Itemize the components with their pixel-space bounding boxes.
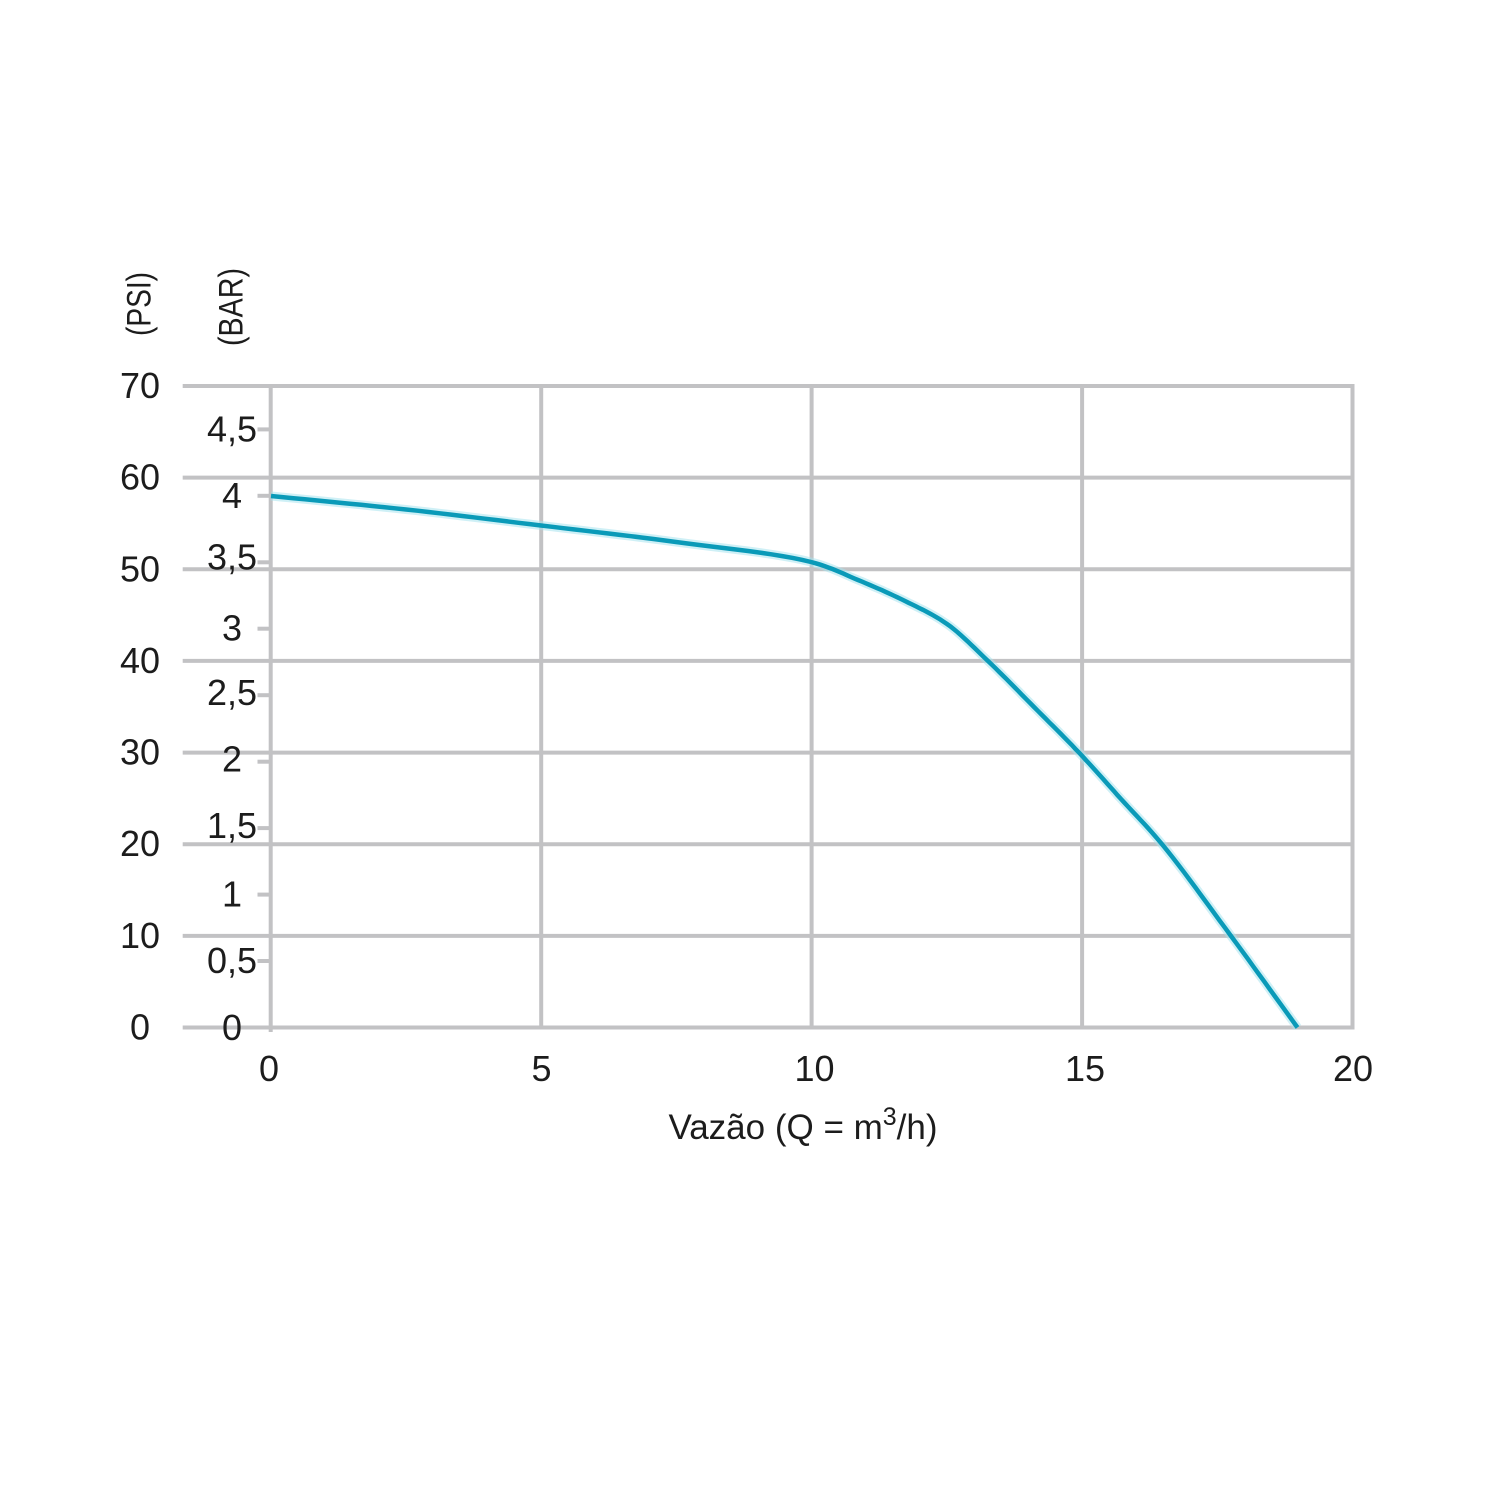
svg-text:2: 2 xyxy=(222,739,242,780)
svg-text:4,5: 4,5 xyxy=(207,408,257,449)
svg-text:20: 20 xyxy=(120,823,160,864)
svg-text:10: 10 xyxy=(794,1048,834,1089)
svg-text:0,5: 0,5 xyxy=(207,940,257,981)
svg-text:(PSI): (PSI) xyxy=(121,272,159,336)
svg-text:0: 0 xyxy=(259,1048,279,1089)
svg-text:2,5: 2,5 xyxy=(207,672,257,713)
svg-text:(BAR): (BAR) xyxy=(213,268,251,346)
svg-text:4: 4 xyxy=(222,475,242,516)
svg-text:3,5: 3,5 xyxy=(207,537,257,578)
svg-text:70: 70 xyxy=(120,365,160,406)
svg-text:1,5: 1,5 xyxy=(207,805,257,846)
svg-text:50: 50 xyxy=(120,548,160,589)
svg-text:10: 10 xyxy=(120,915,160,956)
svg-text:3: 3 xyxy=(222,608,242,649)
svg-text:1: 1 xyxy=(222,874,242,915)
svg-text:5: 5 xyxy=(531,1048,551,1089)
svg-text:30: 30 xyxy=(120,732,160,773)
svg-text:20: 20 xyxy=(1333,1048,1373,1089)
svg-text:15: 15 xyxy=(1065,1048,1105,1089)
svg-text:40: 40 xyxy=(120,640,160,681)
svg-text:0: 0 xyxy=(222,1007,242,1048)
svg-text:Vazão (Q = m3/h): Vazão (Q = m3/h) xyxy=(668,1103,937,1147)
svg-text:0: 0 xyxy=(130,1007,150,1048)
svg-text:60: 60 xyxy=(120,457,160,498)
